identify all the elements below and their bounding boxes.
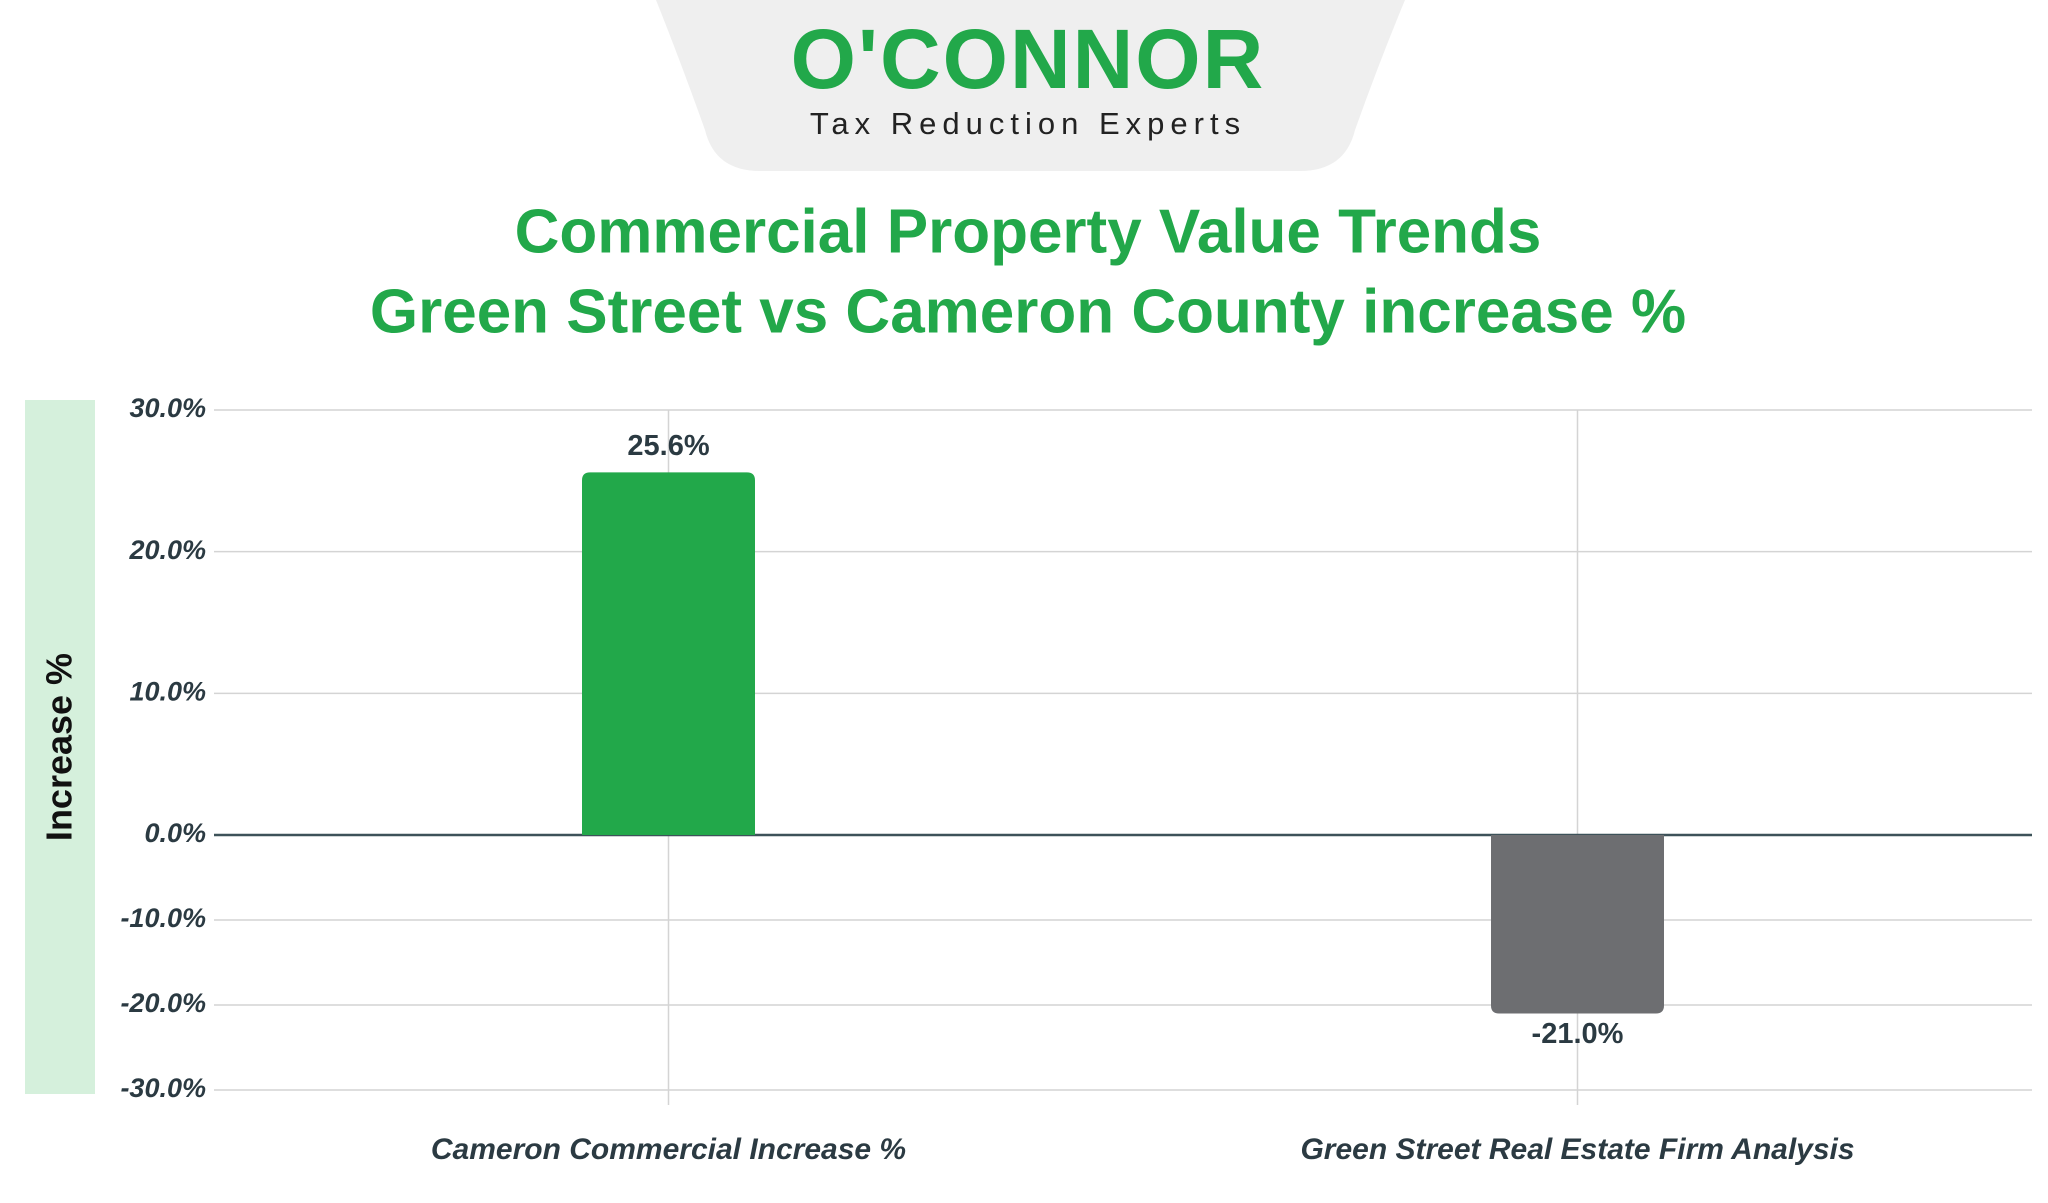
logo-name: O'CONNOR [791,12,1266,106]
y-tick-label: -10.0% [120,903,206,933]
chart-title: Green Street vs Cameron County increase … [370,277,1686,346]
bar [1491,835,1664,1014]
logo-background [656,0,1405,171]
bar [582,472,755,835]
y-tick-label: -20.0% [120,988,206,1018]
y-axis-label: Increase % [39,653,80,841]
chart-title: Commercial Property Value Trends [515,197,1542,266]
y-label-band [25,400,95,1094]
x-tick-label: Green Street Real Estate Firm Analysis [1300,1133,1854,1166]
y-tick-label: 0.0% [144,818,206,848]
y-tick-label: -30.0% [120,1073,206,1103]
x-tick-label: Cameron Commercial Increase % [431,1133,906,1166]
value-label: 25.6% [627,430,709,462]
value-label: -21.0% [1532,1018,1624,1050]
y-tick-label: 30.0% [129,393,206,423]
logo-tagline: Tax Reduction Experts [810,106,1246,141]
y-tick-label: 10.0% [129,676,206,706]
y-tick-label: 20.0% [128,535,206,565]
